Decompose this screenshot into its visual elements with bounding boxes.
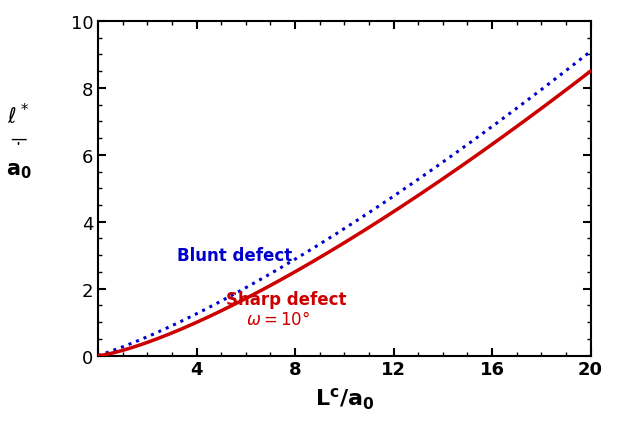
Text: Sharp defect: Sharp defect [226, 290, 347, 308]
Text: $\mathbf{a_0}$: $\mathbf{a_0}$ [6, 161, 32, 180]
X-axis label: $\mathbf{L^c/a_0}$: $\mathbf{L^c/a_0}$ [315, 386, 374, 411]
Text: $\ell^*$: $\ell^*$ [7, 102, 30, 128]
Text: —: — [11, 130, 27, 147]
Text: Blunt defect: Blunt defect [177, 247, 292, 265]
Text: $\omega=10°$: $\omega=10°$ [246, 310, 310, 328]
